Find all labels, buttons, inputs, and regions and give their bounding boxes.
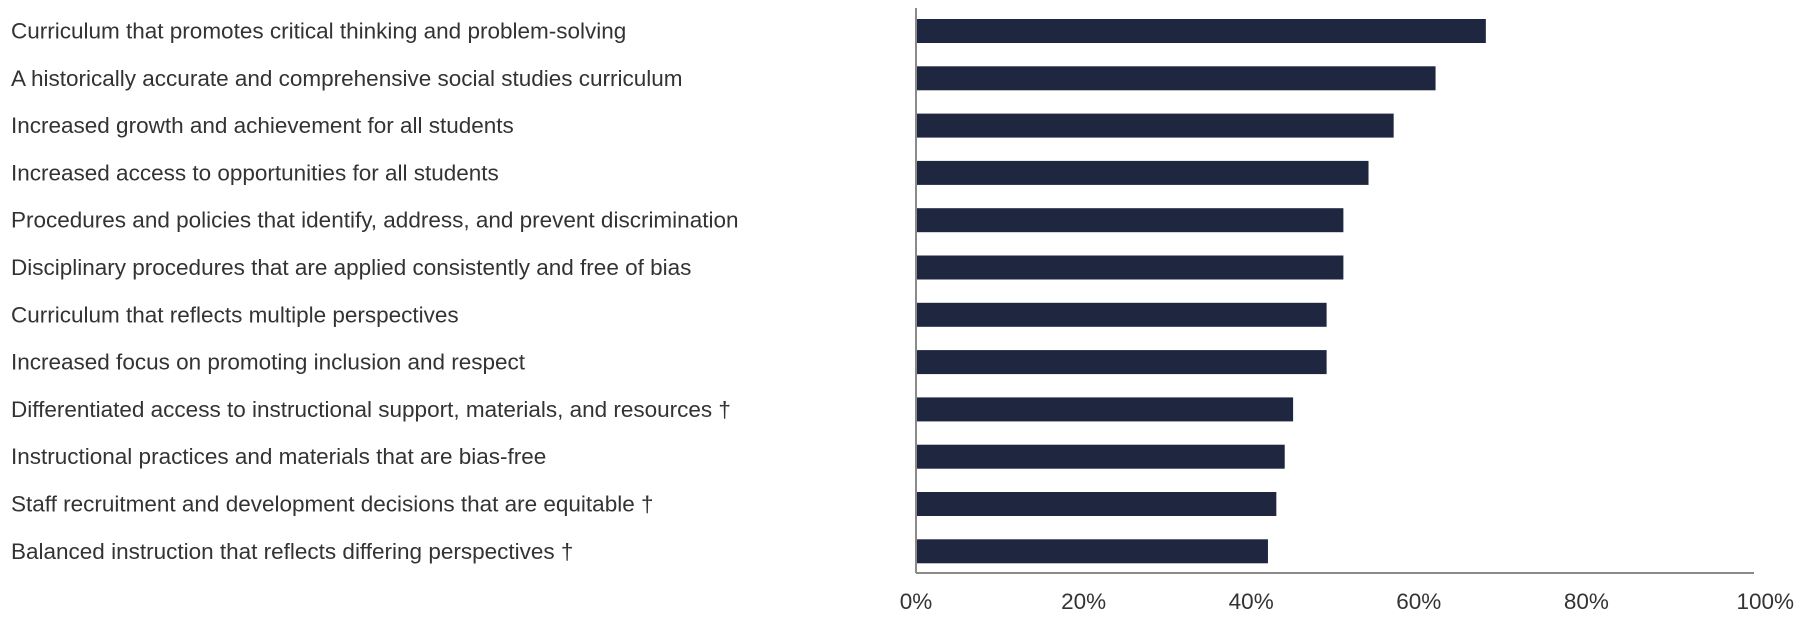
category-label: Curriculum that promotes critical thinki… (11, 19, 626, 44)
x-tick-label: 100% (1736, 589, 1794, 614)
category-label: Increased growth and achievement for all… (11, 113, 514, 138)
bar (916, 208, 1344, 233)
bars-layer (916, 19, 1486, 564)
category-label: Instructional practices and materials th… (11, 444, 546, 469)
category-label: A historically accurate and comprehensiv… (11, 66, 683, 91)
bar (916, 19, 1486, 43)
bar (916, 397, 1294, 422)
category-label: Disciplinary procedures that are applied… (11, 255, 691, 280)
x-tick-labels: 0% 20% 40% 60% 80% 100% (900, 589, 1794, 614)
category-label: Procedures and policies that identify, a… (11, 208, 738, 233)
x-tick-label: 40% (1229, 589, 1274, 614)
bar (916, 539, 1268, 564)
category-label: Balanced instruction that reflects diffe… (11, 539, 573, 564)
x-tick-label: 80% (1564, 589, 1609, 614)
category-labels: Curriculum that promotes critical thinki… (11, 19, 738, 564)
x-tick-label: 20% (1061, 589, 1106, 614)
category-label: Staff recruitment and development decisi… (11, 492, 653, 517)
category-label: Increased access to opportunities for al… (11, 160, 499, 185)
bar (916, 444, 1285, 469)
category-label: Differentiated access to instructional s… (11, 397, 731, 422)
category-label: Increased focus on promoting inclusion a… (11, 350, 526, 375)
bar (916, 255, 1344, 280)
bar (916, 492, 1277, 516)
bar (916, 350, 1327, 375)
bar (916, 113, 1394, 138)
bar (916, 302, 1327, 327)
x-tick-label: 60% (1396, 589, 1441, 614)
bar (916, 160, 1369, 185)
bar (916, 66, 1436, 91)
x-tick-label: 0% (900, 589, 933, 614)
axes (915, 8, 1754, 574)
category-label: Curriculum that reflects multiple perspe… (11, 302, 459, 327)
